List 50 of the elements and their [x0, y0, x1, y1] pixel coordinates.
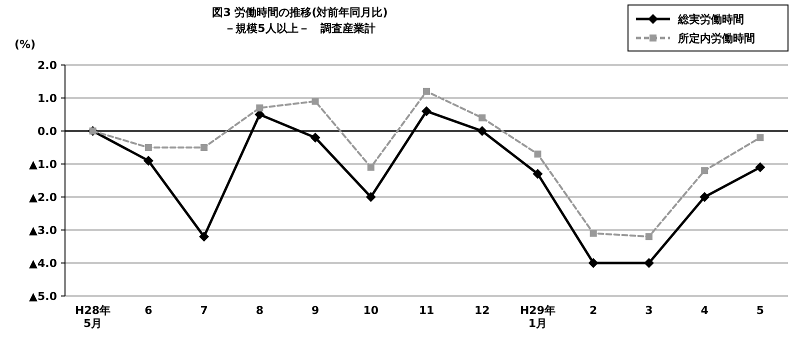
point — [700, 192, 710, 202]
point — [423, 88, 430, 95]
x-tick-label: H28年 5月 — [75, 304, 111, 330]
point — [256, 104, 264, 112]
point — [254, 110, 265, 120]
point — [645, 233, 652, 240]
point — [312, 98, 319, 105]
y-tick-label: 1.0 — [38, 92, 58, 105]
point — [199, 232, 210, 242]
y-axis-title: (%) — [14, 38, 36, 51]
x-tick-label: 2 — [590, 304, 598, 317]
point — [644, 258, 654, 268]
y-tick-label: ▲2.0 — [29, 191, 58, 204]
point — [756, 134, 764, 142]
point — [422, 106, 432, 116]
x-tick-label: 9 — [311, 304, 320, 317]
point — [367, 164, 374, 171]
point — [366, 192, 376, 202]
point — [310, 132, 320, 143]
y-tick-label: ▲4.0 — [29, 257, 58, 270]
point — [143, 156, 154, 166]
x-tick-label: 6 — [144, 304, 153, 317]
point — [590, 230, 597, 237]
x-tick-label: H29年 1月 — [520, 304, 556, 330]
y-tick-label: 2.0 — [38, 59, 58, 72]
y-tick-label: 0.0 — [38, 125, 58, 138]
x-tick-label: 8 — [256, 304, 264, 317]
point — [200, 144, 208, 151]
point — [588, 258, 598, 268]
point — [534, 150, 542, 158]
point — [701, 167, 708, 174]
chart-subtitle: －規模5人以上－ 調査産業計 — [224, 22, 376, 35]
x-tick-label: 12 — [474, 304, 490, 317]
chart-title: 図3 労働時間の推移(対前年同月比) — [212, 6, 388, 19]
point — [755, 162, 766, 172]
y-tick-label: ▲3.0 — [29, 224, 58, 237]
point — [144, 144, 152, 151]
x-tick-label: 3 — [645, 304, 653, 317]
x-tick-label: 11 — [418, 304, 434, 317]
y-tick-label: ▲5.0 — [29, 290, 58, 303]
y-tick-label: ▲1.0 — [29, 158, 58, 171]
x-tick-label: 7 — [200, 304, 208, 317]
point — [477, 126, 488, 136]
x-tick-label: 10 — [363, 304, 379, 317]
x-tick-label: 5 — [756, 304, 764, 317]
legend-label: 所定内労働時間 — [677, 32, 755, 45]
x-tick-label: 4 — [700, 304, 709, 317]
legend-label: 総実労働時間 — [677, 13, 744, 26]
point — [532, 168, 543, 179]
point — [478, 114, 486, 122]
